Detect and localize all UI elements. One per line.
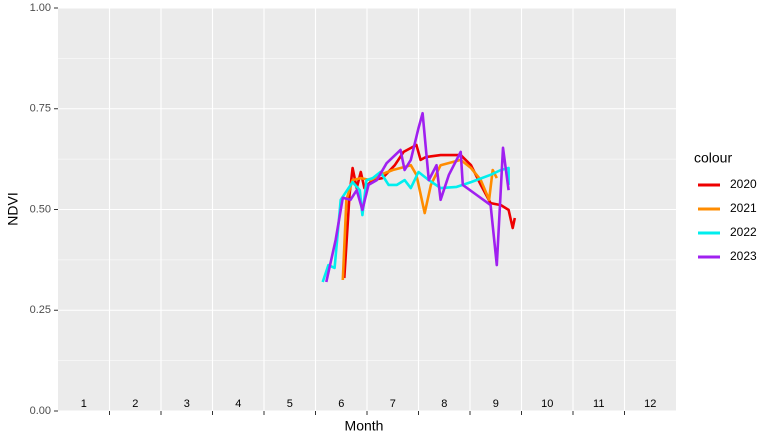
legend-label: 2021 xyxy=(730,201,757,215)
y-tick-label: 1.00 xyxy=(30,2,51,14)
legend-label: 2023 xyxy=(730,249,757,263)
month-label: 3 xyxy=(184,398,190,410)
legend-label: 2020 xyxy=(730,177,757,191)
month-label: 5 xyxy=(287,398,293,410)
month-label: 2 xyxy=(132,398,138,410)
series-line xyxy=(343,143,517,279)
y-tick-label: 0.00 xyxy=(30,405,51,417)
month-label: 10 xyxy=(541,398,553,410)
y-tick-label: 0.50 xyxy=(30,203,51,215)
month-label: 9 xyxy=(493,398,499,410)
legend-label: 2022 xyxy=(730,225,757,239)
month-label: 11 xyxy=(593,398,604,410)
series-line xyxy=(321,166,510,283)
month-label: 7 xyxy=(390,398,396,410)
x-axis-title: Month xyxy=(345,418,384,434)
month-label: 4 xyxy=(235,398,241,410)
month-label: 6 xyxy=(338,398,344,410)
y-tick-label: 0.75 xyxy=(30,103,51,115)
series-line xyxy=(325,111,510,283)
y-axis-title: NDVI xyxy=(5,192,21,225)
y-tick-label: 0.25 xyxy=(30,304,51,316)
month-label: 1 xyxy=(81,398,87,410)
month-label: 8 xyxy=(441,398,447,410)
legend-title: colour xyxy=(694,150,732,166)
month-label: 12 xyxy=(644,398,656,410)
